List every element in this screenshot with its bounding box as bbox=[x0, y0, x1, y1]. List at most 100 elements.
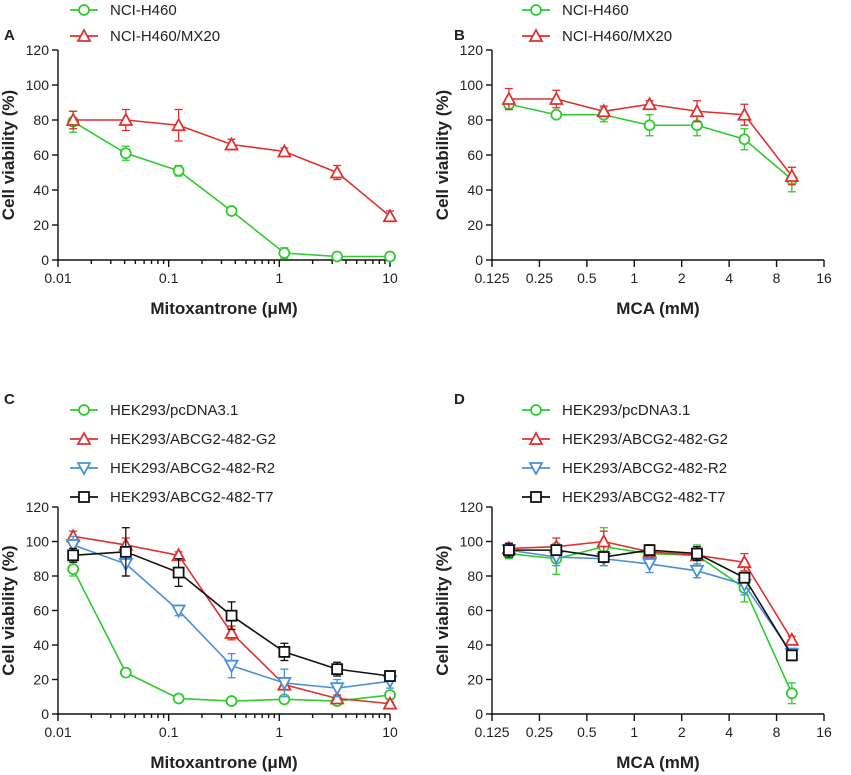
legend-label: HEK293/ABCG2-482-R2 bbox=[110, 460, 275, 477]
legend-entry: HEK293/ABCG2-482-T7 bbox=[70, 489, 273, 506]
data-point bbox=[642, 558, 658, 572]
y-tick-label: 80 bbox=[467, 568, 483, 584]
x-tick-label: 1 bbox=[630, 270, 638, 286]
data-point bbox=[784, 631, 800, 646]
data-point bbox=[278, 646, 291, 658]
x-tick-label: 0.1 bbox=[159, 724, 179, 740]
y-tick-label: 60 bbox=[467, 603, 483, 619]
data-point bbox=[331, 663, 344, 676]
y-tick-label: 120 bbox=[460, 42, 484, 58]
data-point bbox=[224, 659, 240, 674]
data-point bbox=[550, 108, 563, 121]
y-tick-label: 80 bbox=[33, 112, 49, 128]
y-axis-title: Cell viability (%) bbox=[433, 545, 452, 675]
data-point bbox=[785, 687, 798, 700]
panel-letter-a: A bbox=[4, 27, 15, 44]
data-point bbox=[225, 205, 238, 217]
x-tick-label: 0.125 bbox=[474, 270, 509, 286]
legend-label: NCI-H460/MX20 bbox=[110, 28, 220, 45]
data-point bbox=[329, 164, 345, 179]
legend-marker bbox=[78, 491, 90, 503]
series-line bbox=[73, 119, 391, 217]
legend-label: NCI-H460 bbox=[562, 2, 629, 19]
legend-marker bbox=[528, 431, 544, 445]
legend-label: HEK293/ABCG2-482-G2 bbox=[562, 431, 728, 448]
y-tick-label: 100 bbox=[26, 534, 50, 550]
data-point bbox=[172, 164, 185, 177]
data-point bbox=[736, 554, 752, 569]
legend-entry: HEK293/ABCG2-482-T7 bbox=[522, 489, 725, 506]
data-point bbox=[597, 551, 610, 563]
y-tick-label: 20 bbox=[467, 217, 483, 233]
data-point bbox=[502, 544, 515, 557]
x-tick-label: 1 bbox=[275, 270, 283, 286]
data-point bbox=[119, 545, 132, 558]
legend-label: HEK293/pcDNA3.1 bbox=[562, 402, 690, 419]
x-tick-label: 0.25 bbox=[526, 724, 553, 740]
panel-letter-b: B bbox=[454, 27, 465, 44]
chart-panel-c: C 0 20 40 60 80 100 120 0.01 0.1 1 10 Mitoxantrone (… bbox=[0, 391, 398, 772]
y-tick-label: 40 bbox=[33, 182, 49, 198]
data-point bbox=[224, 625, 240, 639]
series-2 bbox=[501, 544, 800, 662]
chart-panel-a: A 0 20 40 60 80 100 120 0.01 0.1 1 10 Mitoxantrone (… bbox=[0, 2, 398, 318]
x-tick-label: 2 bbox=[678, 724, 686, 740]
x-tick-label: 8 bbox=[773, 724, 781, 740]
chart-panel-b: B 0 20 40 60 80 100 120 0.125 0.25 0.5 1 2 4 8 16 MCA (m… bbox=[433, 2, 832, 318]
panel-letter-c: C bbox=[4, 391, 15, 408]
x-tick-label: 0.5 bbox=[577, 724, 597, 740]
data-point bbox=[736, 106, 752, 121]
data-point bbox=[224, 136, 240, 151]
x-tick-label: 0.01 bbox=[44, 724, 71, 740]
data-point bbox=[65, 539, 81, 553]
x-tick-label: 0.1 bbox=[159, 270, 179, 286]
x-tick-label: 0.25 bbox=[526, 270, 553, 286]
legend-entry: HEK293/ABCG2-482-G2 bbox=[522, 431, 728, 448]
y-tick-label: 100 bbox=[26, 77, 50, 93]
x-tick-label: 1 bbox=[630, 724, 638, 740]
legend-label: NCI-H460 bbox=[110, 2, 177, 19]
legend-marker bbox=[530, 491, 542, 503]
data-point bbox=[689, 564, 705, 579]
y-tick-label: 100 bbox=[460, 77, 484, 93]
chart-panel-d: D 0 20 40 60 80 100 120 0.125 0.25 0.5 1 2 4 8 16 MCA (m… bbox=[433, 391, 832, 772]
y-axis-title: Cell viability (%) bbox=[0, 545, 18, 675]
legend-label: HEK293/ABCG2-482-T7 bbox=[110, 489, 273, 506]
data-point bbox=[596, 103, 612, 118]
data-point bbox=[329, 682, 345, 697]
legend-marker bbox=[76, 462, 92, 476]
legend-entry: NCI-H460 bbox=[70, 2, 177, 19]
y-tick-label: 0 bbox=[41, 252, 49, 268]
series-0 bbox=[67, 110, 396, 263]
x-axis-title: Mitoxantrone (μM) bbox=[150, 299, 297, 318]
data-point bbox=[738, 133, 751, 146]
series-1 bbox=[65, 108, 398, 223]
y-tick-label: 100 bbox=[460, 534, 484, 550]
data-point bbox=[171, 604, 187, 619]
data-point bbox=[276, 143, 292, 158]
legend-entry: NCI-H460/MX20 bbox=[70, 28, 220, 45]
y-tick-label: 120 bbox=[460, 499, 484, 515]
x-tick-label: 0.125 bbox=[474, 724, 509, 740]
data-point bbox=[172, 566, 185, 579]
legend-marker bbox=[530, 404, 542, 416]
y-tick-label: 120 bbox=[26, 499, 50, 515]
legend-label: HEK293/pcDNA3.1 bbox=[110, 402, 238, 419]
y-tick-label: 80 bbox=[467, 112, 483, 128]
y-tick-label: 120 bbox=[26, 42, 50, 58]
x-axis-title: MCA (mM) bbox=[616, 299, 699, 318]
x-tick-label: 4 bbox=[725, 270, 733, 286]
data-point bbox=[643, 119, 656, 132]
legend-entry: HEK293/ABCG2-482-R2 bbox=[522, 460, 727, 477]
x-tick-label: 16 bbox=[816, 724, 832, 740]
series-3 bbox=[67, 527, 396, 682]
y-tick-label: 60 bbox=[467, 147, 483, 163]
data-point bbox=[382, 208, 398, 223]
x-axis-title: MCA (mM) bbox=[616, 753, 699, 772]
legend-marker bbox=[528, 462, 544, 476]
data-point bbox=[642, 96, 658, 111]
legend-marker bbox=[530, 4, 542, 16]
x-tick-label: 0.5 bbox=[577, 270, 597, 286]
x-tick-label: 0.01 bbox=[44, 270, 71, 286]
data-point bbox=[225, 609, 238, 622]
